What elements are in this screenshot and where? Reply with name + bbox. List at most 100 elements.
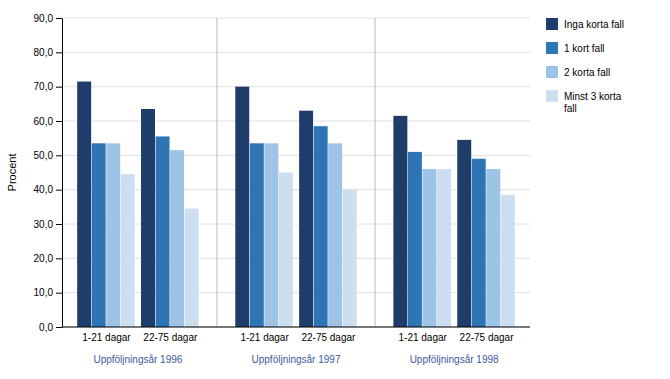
legend-swatch <box>546 42 558 54</box>
y-axis: 0,0 10,0 20,0 30,0 40,0 50,0 60,0 70,0 80,0 90,0 <box>34 13 63 333</box>
legend-swatch <box>546 66 558 78</box>
x-tick: 22-75 dagar <box>301 327 356 343</box>
y-tick-mark <box>56 52 62 53</box>
y-tick: 20,0 <box>34 253 62 264</box>
grid <box>62 18 530 327</box>
x-tick: 22-75 dagar <box>460 327 515 343</box>
grid-line <box>62 18 530 19</box>
y-tick-label: 10,0 <box>34 287 54 298</box>
grid-line <box>62 52 530 53</box>
bar <box>185 209 199 327</box>
y-tick: 30,0 <box>34 219 62 230</box>
bar <box>393 116 407 327</box>
bar <box>264 143 278 327</box>
bar <box>343 190 357 327</box>
x-tick-label: 22-75 dagar <box>301 332 356 343</box>
legend-item: Inga korta fall <box>546 18 624 30</box>
bar <box>250 143 264 327</box>
bar <box>156 136 170 327</box>
bar <box>170 150 184 327</box>
bar <box>486 169 500 327</box>
legend-swatch <box>546 18 558 30</box>
y-tick-mark <box>56 87 62 88</box>
legend-swatch <box>546 90 558 102</box>
y-tick-mark <box>56 258 62 259</box>
y-tick-mark <box>56 155 62 156</box>
x-tick: 22-75 dagar <box>143 327 198 343</box>
bar <box>279 173 293 328</box>
y-tick-label: 90,0 <box>34 13 54 24</box>
bars <box>77 82 515 327</box>
x-tick-label: 22-75 dagar <box>143 332 198 343</box>
x-tick-label: 1-21 dagar <box>240 332 289 343</box>
y-tick-label: 70,0 <box>34 81 54 92</box>
legend-label: Minst 3 kortafall <box>564 91 622 114</box>
y-axis-title: Procent <box>6 154 18 192</box>
grid-line <box>62 121 530 122</box>
x-tick: 1-21 dagar <box>82 327 131 343</box>
x-tick-label: 22-75 dagar <box>460 332 515 343</box>
x-axis-line <box>62 327 530 328</box>
y-tick-label: 0,0 <box>39 322 53 333</box>
legend-item: Minst 3 kortafall <box>546 90 622 114</box>
y-axis-line <box>62 19 63 328</box>
group-separator <box>375 18 376 327</box>
bar <box>408 152 422 327</box>
y-tick-label: 20,0 <box>34 253 54 264</box>
y-tick: 50,0 <box>34 150 62 161</box>
y-tick-mark <box>56 18 62 19</box>
bar-series <box>121 169 515 327</box>
grid-line <box>62 327 530 328</box>
y-tick: 60,0 <box>34 116 62 127</box>
grid-line <box>62 86 530 87</box>
y-tick-label: 60,0 <box>34 116 54 127</box>
y-tick: 10,0 <box>34 287 62 298</box>
bar <box>501 195 515 327</box>
bar <box>141 109 155 327</box>
bar <box>422 169 436 327</box>
x-tick-label: 1-21 dagar <box>82 332 131 343</box>
group-annotation: Uppföljningsår 1996 <box>93 354 182 365</box>
plot-area: 0,0 10,0 20,0 30,0 40,0 50,0 60,0 70,0 80,0 90,0 1… <box>34 13 530 343</box>
bar <box>299 111 313 327</box>
y-tick-label: 30,0 <box>34 219 54 230</box>
y-tick: 70,0 <box>34 81 62 92</box>
y-tick-mark <box>56 224 62 225</box>
y-tick-label: 80,0 <box>34 47 54 58</box>
y-tick-mark <box>56 121 62 122</box>
bar <box>328 143 342 327</box>
legend-label: Inga korta fall <box>564 19 624 30</box>
chart-container: 0,0 10,0 20,0 30,0 40,0 50,0 60,0 70,0 80,0 90,0 1… <box>0 0 670 379</box>
x-axis: 1-21 dagar 22-75 dagar 1-21 dagar 22-75 dag… <box>62 327 530 343</box>
legend: Inga korta fall 1 kort fall 2 korta fall Mi… <box>546 18 624 114</box>
bar <box>121 174 135 327</box>
group-annotation: Uppföljningsår 1997 <box>252 354 341 365</box>
bar-series <box>106 143 500 327</box>
legend-item: 1 kort fall <box>546 42 605 54</box>
legend-item: 2 korta fall <box>546 66 610 78</box>
separators <box>217 18 375 327</box>
group-annotation: Uppföljningsår 1998 <box>410 354 499 365</box>
legend-label: 1 kort fall <box>564 43 605 54</box>
annotations: Uppföljningsår 1996 Uppföljningsår 1997 Up… <box>93 354 499 365</box>
y-tick-label: 50,0 <box>34 150 54 161</box>
x-tick: 1-21 dagar <box>240 327 289 343</box>
y-tick: 90,0 <box>34 13 62 24</box>
bar <box>106 143 120 327</box>
x-tick: 1-21 dagar <box>398 327 447 343</box>
y-tick-mark <box>56 293 62 294</box>
bar-series <box>77 82 471 327</box>
bar <box>235 87 249 327</box>
x-tick-label: 1-21 dagar <box>398 332 447 343</box>
y-tick-mark <box>56 190 62 191</box>
y-tick-label: 40,0 <box>34 184 54 195</box>
y-tick: 0,0 <box>39 322 62 333</box>
y-tick-mark <box>56 327 62 328</box>
chart-svg: 0,0 10,0 20,0 30,0 40,0 50,0 60,0 70,0 80,0 90,0 1… <box>0 0 670 379</box>
bar <box>457 140 471 327</box>
group-separator <box>216 18 217 327</box>
y-tick: 80,0 <box>34 47 62 58</box>
bar-series <box>92 126 486 327</box>
bar <box>437 169 451 327</box>
bar <box>314 126 328 327</box>
